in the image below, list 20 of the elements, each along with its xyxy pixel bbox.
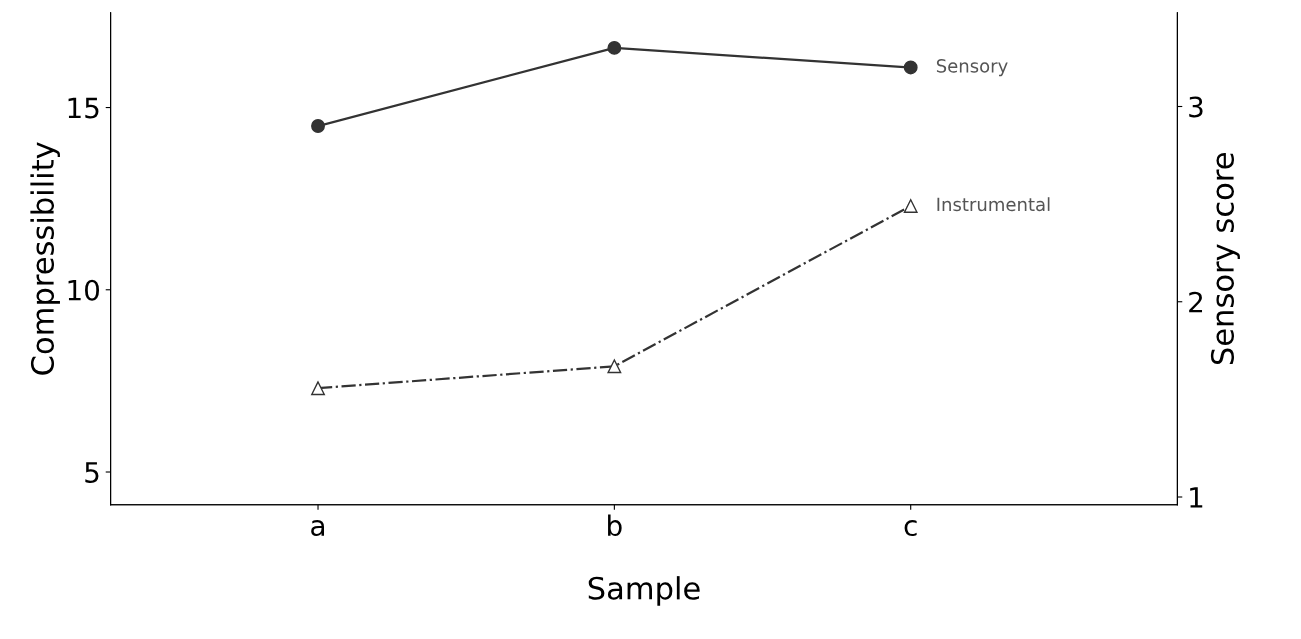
series-label: Instrumental <box>937 197 1050 212</box>
y-tick-label: 5 <box>85 462 99 483</box>
y2-tick-label: 3 <box>1189 96 1203 118</box>
point <box>607 40 622 55</box>
y2-tick-label: 1 <box>1190 487 1203 508</box>
x-tick-label: c <box>904 520 917 537</box>
point <box>311 381 325 396</box>
x-axis-title: Sample <box>588 576 700 606</box>
point <box>311 119 325 133</box>
y2-axis-title: Sensory score <box>1210 153 1240 365</box>
x-tick-label: a <box>311 520 325 537</box>
y-tick-label: 15 <box>68 97 99 119</box>
y2-tick-label: 2 <box>1189 291 1203 313</box>
y-tick-label: 10 <box>68 279 100 301</box>
point <box>903 60 918 75</box>
series-label: Sensory <box>936 59 1008 77</box>
y-axis-title: Compressibility <box>30 142 60 375</box>
x-tick-label: b <box>608 514 622 537</box>
point <box>607 359 622 374</box>
point <box>903 199 918 213</box>
